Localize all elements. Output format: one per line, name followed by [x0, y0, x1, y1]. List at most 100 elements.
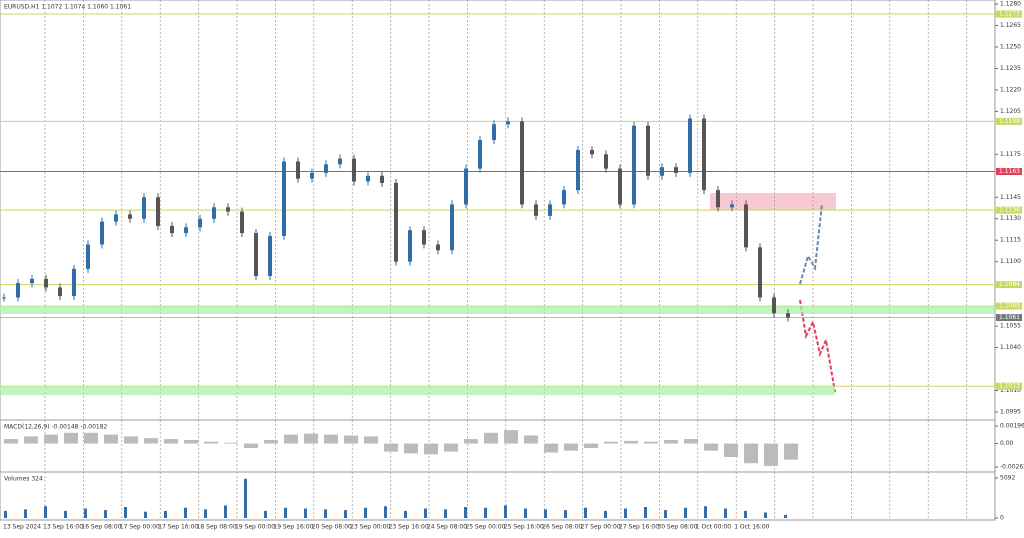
- volume-bar: [264, 510, 267, 518]
- macd-bar: [244, 443, 258, 449]
- macd-bar: [564, 443, 578, 451]
- candle: [184, 227, 188, 234]
- candle: [534, 204, 538, 216]
- candle: [646, 125, 650, 176]
- date-label: 20 Sep 08:00: [312, 524, 352, 531]
- candle: [660, 167, 664, 176]
- price-label: 1.1235: [1000, 65, 1021, 72]
- level-label: 1.1198: [999, 118, 1020, 125]
- volume-bar: [584, 507, 587, 518]
- volume-bar: [624, 508, 627, 518]
- volume-bar: [704, 506, 707, 518]
- candle: [352, 158, 356, 182]
- level-tag: [996, 382, 1022, 390]
- macd-bar: [184, 439, 198, 444]
- macd-bar: [604, 441, 618, 444]
- macd-bar: [224, 442, 238, 444]
- candle: [44, 278, 48, 288]
- macd-bar: [404, 443, 418, 454]
- volume-bar: [324, 509, 327, 518]
- macd-bar: [524, 435, 538, 444]
- volume-label: Volumes 324: [4, 476, 43, 483]
- volume-bar: [404, 510, 407, 518]
- price-label: 1.0995: [1000, 409, 1021, 416]
- date-label: 19 Sep 00:00: [235, 524, 275, 531]
- candle: [72, 268, 76, 297]
- volume-bar: [104, 510, 107, 518]
- date-label: 26 Sep 08:00: [542, 524, 582, 531]
- candle: [170, 225, 174, 234]
- level-tag: [996, 167, 1022, 175]
- macd-label: MACD(12,26,9) -0.00148 -0.00182: [4, 424, 108, 431]
- candle: [730, 204, 734, 208]
- macd-bar: [124, 436, 138, 444]
- date-label: 23 Sep 16:00: [389, 524, 429, 531]
- price-label: 1.1220: [1000, 86, 1021, 93]
- volume-bar: [4, 510, 7, 518]
- volume-bar: [64, 510, 67, 518]
- candle: [520, 121, 524, 205]
- candle: [128, 214, 132, 219]
- candle: [562, 190, 566, 205]
- price-label: 1.1040: [1000, 344, 1021, 351]
- macd-bar: [684, 439, 698, 444]
- candle: [688, 118, 692, 173]
- candle: [464, 168, 468, 205]
- volume-bar: [24, 509, 27, 518]
- macd-bar: [64, 432, 78, 444]
- candle: [142, 197, 146, 219]
- candle: [30, 278, 34, 284]
- volume-bar: [304, 508, 307, 518]
- macd-bar: [24, 436, 38, 444]
- level-label: 1.1163: [999, 168, 1020, 175]
- candle: [506, 121, 510, 125]
- date-label: 13 Sep 2024: [3, 524, 41, 531]
- macd-bar: [424, 443, 438, 455]
- macd-tick: -0.00262: [1000, 464, 1024, 471]
- macd-bar: [144, 438, 158, 444]
- date-label: 18 Sep 08:00: [197, 524, 237, 531]
- macd-bar: [744, 443, 758, 464]
- macd-bar: [44, 434, 58, 444]
- macd-bar: [84, 432, 98, 444]
- macd-bar: [624, 440, 638, 444]
- macd-bar: [164, 439, 178, 444]
- price-label: 1.1010: [1000, 387, 1021, 394]
- volume-bar: [44, 506, 47, 518]
- candle: [282, 161, 286, 236]
- price-label: 1.1280: [1000, 1, 1021, 8]
- volume-bar: [364, 507, 367, 518]
- price-label: 1.1175: [1000, 151, 1021, 158]
- volume-bar: [84, 508, 87, 518]
- candle: [618, 168, 622, 205]
- price-label: 1.1055: [1000, 323, 1021, 330]
- candle: [758, 247, 762, 298]
- volume-bar: [484, 507, 487, 518]
- macd-bar: [444, 443, 458, 452]
- macd-bar: [584, 443, 598, 449]
- candle: [772, 297, 776, 314]
- candle: [338, 158, 342, 165]
- macd-bar: [284, 434, 298, 444]
- header: EURUSD,H1 1.1072 1.1074 1.1060 1.1061: [4, 4, 131, 11]
- macd-bar: [204, 441, 218, 444]
- candle: [702, 118, 706, 191]
- candle: [674, 167, 678, 173]
- candle: [366, 175, 370, 182]
- resistance-zone: [710, 193, 836, 210]
- level-label: 1.1273: [999, 11, 1020, 18]
- candle: [310, 172, 314, 179]
- volume-bar: [684, 507, 687, 518]
- date-label: 13 Sep 16:00: [43, 524, 83, 531]
- candle: [58, 287, 62, 297]
- macd-bar: [104, 434, 118, 444]
- support-zone: [0, 386, 835, 396]
- date-label: 27 Sep 00:00: [581, 524, 621, 531]
- candle: [212, 207, 216, 219]
- date-label: 17 Sep 00:00: [120, 524, 160, 531]
- date-label: 24 Sep 08:00: [427, 524, 467, 531]
- level-tag: [996, 314, 1022, 322]
- candle: [394, 182, 398, 262]
- volume-bar: [524, 508, 527, 518]
- price-label: 1.1130: [1000, 215, 1021, 222]
